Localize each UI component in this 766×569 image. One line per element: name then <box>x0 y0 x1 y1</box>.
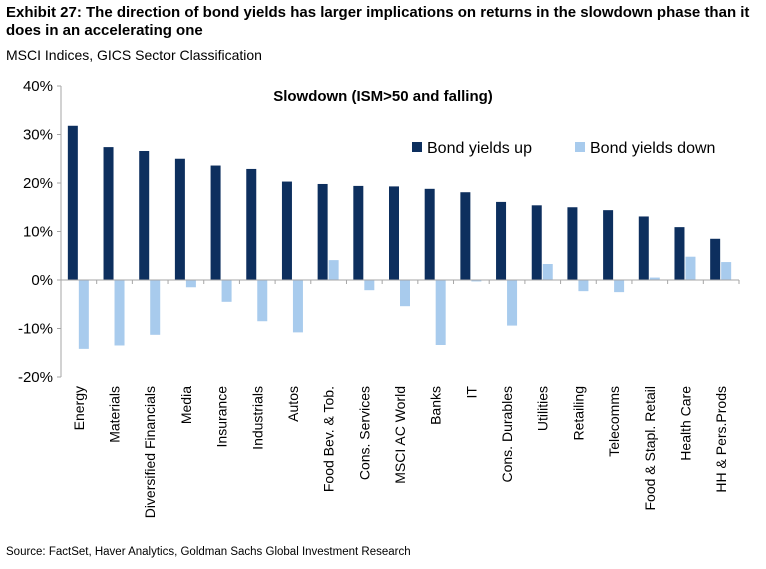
bar-bond-yields-down <box>507 280 518 326</box>
bar-bond-yields-up <box>638 216 649 280</box>
bar-bond-yields-down <box>649 277 660 280</box>
bar-bond-yields-up <box>174 158 185 280</box>
bar-bond-yields-down <box>114 280 125 346</box>
category-label: Industrials <box>249 386 265 450</box>
y-tick-label: 20% <box>23 175 53 192</box>
bar-bond-yields-up <box>531 205 542 280</box>
category-label: Autos <box>285 386 301 422</box>
category-label: Materials <box>107 386 123 443</box>
bar-bond-yields-down <box>435 280 446 345</box>
bar-bond-yields-up <box>67 125 78 281</box>
y-tick-label: -10% <box>18 321 53 338</box>
exhibit-subtitle: MSCI Indices, GICS Sector Classification <box>6 47 262 63</box>
bar-bond-yields-up <box>424 188 435 280</box>
category-label: MSCI AC World <box>392 386 408 484</box>
bar-bond-yields-up <box>389 186 399 280</box>
y-tick-label: 30% <box>23 127 53 144</box>
bar-bond-yields-up <box>281 181 292 280</box>
y-tick-label: 40% <box>23 78 53 95</box>
legend-label-down: Bond yields down <box>590 140 715 157</box>
bar-bond-yields-up <box>603 210 614 280</box>
bars-group <box>67 125 732 349</box>
category-label: Cons. Services <box>356 386 372 480</box>
bar-bond-yields-up <box>710 238 721 280</box>
legend-label-up: Bond yields up <box>427 140 532 157</box>
category-label: Insurance <box>214 386 230 448</box>
bar-bond-yields-up <box>139 150 150 280</box>
bar-bond-yields-up <box>460 192 471 280</box>
bar-bond-yields-down <box>185 280 196 288</box>
bar-bond-yields-up <box>317 183 328 280</box>
y-tick-label: 10% <box>23 224 53 241</box>
bar-bond-yields-down <box>471 280 482 282</box>
bar-bond-yields-down <box>328 260 339 280</box>
category-label: Food & Stapl. Retail <box>642 386 658 511</box>
chart-title: Slowdown (ISM>50 and falling) <box>273 88 493 105</box>
category-label: HH & Pers.Prods <box>713 386 729 493</box>
bar-bond-yields-down <box>685 256 696 280</box>
bar-bond-yields-up <box>103 147 114 280</box>
y-tick-labels: -20% -10% 0% 10% 20% 30% 40% <box>18 78 53 386</box>
exhibit-title: Exhibit 27: The direction of bond yields… <box>6 4 750 39</box>
bar-bond-yields-down <box>400 280 410 307</box>
category-label: Retailing <box>570 386 586 440</box>
category-label: Telecomms <box>606 386 622 457</box>
category-labels: Energy Materials Diversified Financials Med… <box>71 386 729 519</box>
bar-bond-yields-down <box>150 280 161 335</box>
bar-bond-yields-up <box>674 227 685 280</box>
y-tick-label: -20% <box>18 369 53 386</box>
axes-group <box>57 85 740 378</box>
category-label: Media <box>178 386 194 424</box>
category-label: Food Bev. & Tob. <box>321 386 337 492</box>
bar-bond-yields-up <box>496 201 507 280</box>
bar-bond-yields-up <box>246 168 257 280</box>
legend-swatch-down <box>575 142 585 152</box>
bar-bond-yields-down <box>257 280 268 322</box>
bar-bond-yields-down <box>614 280 625 293</box>
bar-bond-yields-up <box>353 185 364 280</box>
category-label: Energy <box>71 386 87 430</box>
category-label: Cons. Durables <box>499 386 515 483</box>
legend-swatch-up <box>412 142 422 152</box>
bar-bond-yields-up <box>210 165 221 280</box>
bar-bond-yields-down <box>542 264 553 280</box>
bar-bond-yields-down <box>364 280 375 291</box>
bar-bond-yields-down <box>721 262 732 280</box>
bar-bond-yields-down <box>78 280 89 349</box>
y-tick-label: 0% <box>31 272 53 289</box>
bar-bond-yields-down <box>292 280 303 333</box>
legend: Bond yields up Bond yields down <box>412 140 715 157</box>
source-note: Source: FactSet, Haver Analytics, Goldma… <box>6 546 411 558</box>
category-label: IT <box>463 386 479 399</box>
category-label: Health Care <box>677 386 693 461</box>
category-label: Banks <box>428 386 444 425</box>
bar-bond-yields-up <box>567 207 578 280</box>
bar-bond-yields-down <box>221 280 232 302</box>
category-label: Diversified Financials <box>142 386 158 518</box>
category-label: Utilities <box>535 386 551 431</box>
bar-bond-yields-down <box>578 280 589 292</box>
